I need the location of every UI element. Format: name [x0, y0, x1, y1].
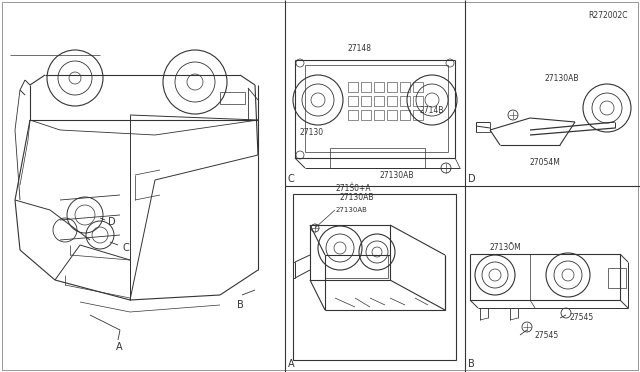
- Bar: [293, 194, 456, 360]
- Text: 2714B: 2714B: [420, 106, 444, 115]
- Text: 27130AB: 27130AB: [380, 170, 415, 180]
- Bar: [374, 96, 384, 106]
- Text: R272002C: R272002C: [589, 10, 628, 19]
- Bar: [387, 110, 397, 120]
- Bar: [361, 82, 371, 92]
- Bar: [400, 110, 410, 120]
- Bar: [400, 82, 410, 92]
- Bar: [400, 96, 410, 106]
- Bar: [361, 110, 371, 120]
- Text: C: C: [122, 243, 129, 253]
- Text: D: D: [108, 217, 116, 227]
- Bar: [413, 82, 423, 92]
- Text: C: C: [288, 174, 295, 184]
- Text: 27148: 27148: [348, 44, 372, 52]
- Text: 27130AB: 27130AB: [545, 74, 579, 83]
- Bar: [387, 82, 397, 92]
- Bar: [348, 82, 358, 92]
- Bar: [361, 96, 371, 106]
- Bar: [413, 96, 423, 106]
- Text: 27130: 27130: [300, 128, 324, 137]
- Text: A: A: [288, 359, 294, 369]
- Text: 27130AB: 27130AB: [336, 207, 368, 213]
- Text: 2713ŌM: 2713ŌM: [490, 244, 522, 253]
- Text: B: B: [237, 300, 243, 310]
- Bar: [330, 148, 425, 168]
- Text: 27545: 27545: [570, 314, 595, 323]
- Text: 27545: 27545: [535, 330, 559, 340]
- Bar: [374, 110, 384, 120]
- Text: D: D: [468, 174, 476, 184]
- Bar: [220, 92, 245, 104]
- Text: A: A: [116, 342, 122, 352]
- Text: B: B: [468, 359, 475, 369]
- Bar: [387, 96, 397, 106]
- Text: 27130AB: 27130AB: [340, 192, 374, 202]
- Text: 27054M: 27054M: [530, 157, 561, 167]
- Bar: [374, 82, 384, 92]
- Text: 271Ŝ0+A: 271Ŝ0+A: [336, 183, 372, 192]
- Bar: [348, 96, 358, 106]
- Bar: [608, 268, 626, 288]
- Bar: [348, 110, 358, 120]
- Bar: [413, 110, 423, 120]
